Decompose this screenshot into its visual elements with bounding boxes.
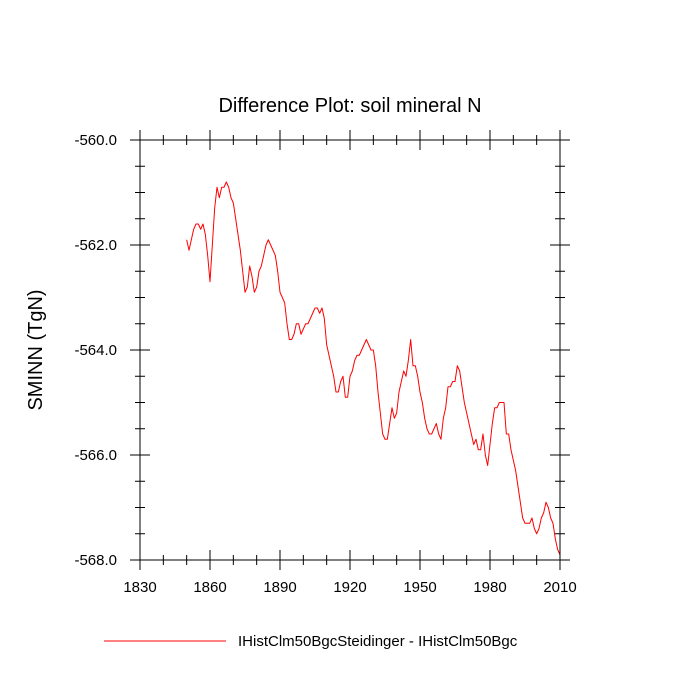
x-tick-label: 1860 [193, 579, 226, 596]
axis-ticks [130, 130, 570, 570]
y-tick-label: -562.0 [74, 237, 117, 254]
series-line [186, 181, 561, 555]
legend-label: IHistClm50BgcSteidinger - IHistClm50Bgc [238, 633, 518, 650]
chart-title: Difference Plot: soil mineral N [218, 95, 481, 117]
x-tick-label: 1980 [473, 579, 506, 596]
y-tick-label: -568.0 [74, 552, 117, 569]
y-tick-label: -564.0 [74, 342, 117, 359]
x-tick-label: 1920 [333, 579, 366, 596]
x-tick-label: 1890 [263, 579, 296, 596]
series-group [186, 181, 561, 555]
legend: IHistClm50BgcSteidinger - IHistClm50Bgc [104, 633, 518, 650]
plot-frame [139, 139, 561, 561]
x-tick-label: 1950 [403, 579, 436, 596]
x-tick-label: 1830 [123, 579, 156, 596]
x-tick-label: 2010 [543, 579, 576, 596]
y-tick-label: -560.0 [74, 132, 117, 149]
y-axis-label: SMINN (TgN) [25, 289, 47, 410]
axis-tick-labels: 1830 1860 1890 1920 1950 1980 2010 -560.0 -562.0… [74, 132, 576, 596]
y-tick-label: -566.0 [74, 447, 117, 464]
